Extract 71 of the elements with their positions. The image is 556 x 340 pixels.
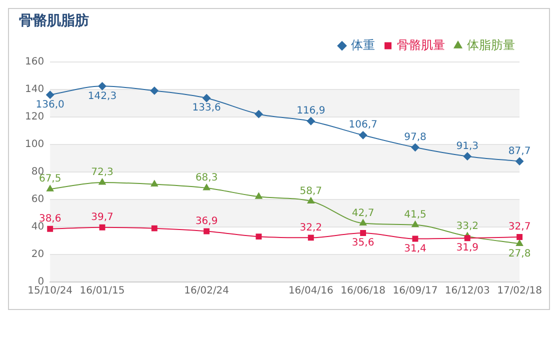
point [151, 225, 158, 232]
x-tick-label: 17/02/18 [497, 286, 542, 297]
point [359, 131, 368, 140]
y-tick-label: 20 [31, 249, 44, 260]
point [360, 219, 367, 226]
x-tick-label: 15/10/24 [28, 286, 73, 297]
point [412, 236, 418, 242]
data-label: 36,9 [195, 216, 218, 227]
point [516, 234, 523, 240]
point [98, 178, 106, 185]
point [203, 184, 210, 190]
data-label: 32,7 [508, 222, 531, 233]
data-label: 68,3 [195, 172, 218, 184]
data-label: 91,3 [456, 140, 479, 152]
data-label: 97,8 [404, 132, 426, 143]
point [47, 226, 54, 232]
data-label: 133,6 [192, 102, 221, 114]
point [412, 220, 419, 228]
y-tick-label: 40 [31, 222, 44, 233]
point [463, 152, 472, 160]
legend-label: 骨骼肌量 [397, 38, 445, 52]
x-tick-label: 16/04/16 [288, 286, 334, 297]
data-label: 67,5 [38, 174, 62, 185]
y-tick-label: 140 [24, 84, 44, 95]
y-tick-label: 160 [24, 56, 44, 68]
data-label: 106,7 [348, 120, 378, 131]
data-label: 39,7 [91, 212, 114, 223]
data-label: 142,3 [88, 90, 117, 102]
point [202, 94, 211, 102]
data-label: 136,0 [36, 99, 64, 110]
point [150, 86, 158, 95]
data-label: 33,2 [456, 220, 479, 232]
point [204, 228, 210, 234]
data-label: 116,9 [296, 106, 326, 117]
point [98, 82, 106, 90]
data-label: 27,8 [508, 248, 531, 260]
point [254, 110, 263, 118]
chart-title: 骨骼肌脂肪 [19, 12, 89, 30]
data-label: 32,2 [300, 222, 322, 234]
x-tick-label: 16/02/24 [184, 286, 230, 297]
point [360, 230, 366, 236]
point [46, 90, 54, 99]
data-label: 58,7 [300, 186, 322, 197]
data-label: 31,9 [456, 242, 479, 254]
y-tick-label: 100 [24, 138, 44, 150]
legend-label: 体重 [351, 38, 375, 52]
data-label: 35,6 [352, 238, 374, 249]
point [307, 197, 314, 204]
legend-label: 体脂肪量 [467, 38, 515, 52]
point [99, 224, 106, 230]
data-label: 31,4 [404, 243, 426, 254]
x-tick-label: 16/01/15 [80, 286, 125, 297]
point [411, 143, 420, 152]
data-label: 87,7 [508, 146, 531, 157]
data-label: 42,7 [352, 208, 374, 219]
point [516, 240, 524, 246]
x-tick-label: 16/06/18 [340, 286, 386, 297]
point [256, 234, 262, 240]
data-label: 72,3 [91, 167, 114, 178]
point [46, 185, 54, 192]
x-tick-label: 16/09/17 [392, 286, 438, 297]
point [516, 157, 524, 166]
y-tick-label: 60 [31, 194, 44, 206]
data-label: 41,5 [404, 209, 426, 220]
x-tick-label: 16/12/03 [444, 286, 490, 297]
point [255, 192, 262, 199]
point [308, 234, 314, 241]
point [150, 180, 158, 187]
point [306, 117, 315, 126]
y-tick-label: 120 [24, 111, 44, 122]
point [464, 235, 470, 242]
